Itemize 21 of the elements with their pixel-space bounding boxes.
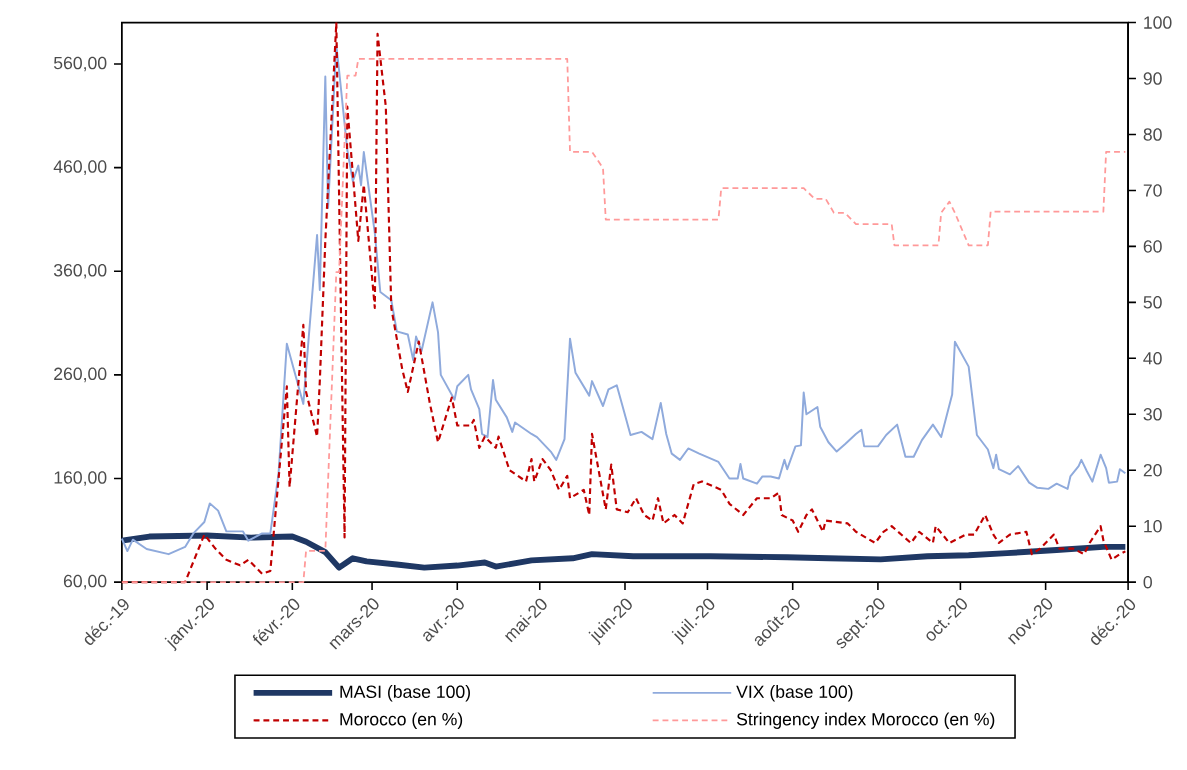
y-tick-label: 460,00 [53, 160, 107, 176]
legend-label: VIX (base 100) [736, 685, 853, 702]
y2-tick-label: 100 [1144, 16, 1172, 29]
y2-tick-label: 80 [1143, 128, 1162, 141]
y2-tick-label: 90 [1143, 72, 1162, 85]
y-tick-label: 260,00 [54, 367, 107, 383]
y2-tick-label: 30 [1143, 408, 1162, 421]
y-tick-label: 560,00 [53, 56, 107, 72]
legend-label: MASI (base 100) [340, 685, 470, 702]
y2-tick-label: 60 [1143, 240, 1162, 253]
y2-tick-label: 10 [1144, 520, 1162, 533]
y-tick-label: 360,00 [53, 264, 107, 279]
y2-tick-label: 40 [1143, 352, 1162, 365]
y2-tick-label: 0 [1143, 576, 1152, 589]
y2-tick-label: 70 [1143, 184, 1162, 197]
legend-label: Morocco (en %) [340, 712, 463, 730]
y2-tick-label: 20 [1143, 464, 1162, 477]
y-tick-label: 60,00 [63, 575, 107, 590]
y2-tick-label: 50 [1143, 296, 1162, 309]
y-tick-label: 160,00 [54, 471, 107, 486]
legend-label: Stringency index Morocco (en %) [736, 712, 995, 730]
